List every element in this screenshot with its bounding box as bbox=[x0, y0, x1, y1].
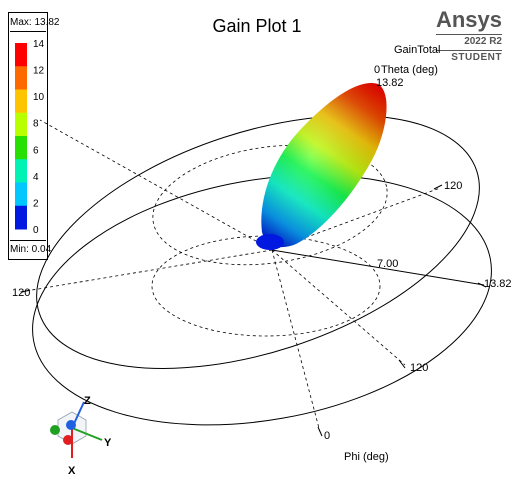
theta-zero-label: 0 bbox=[374, 64, 380, 76]
legend-swatch bbox=[15, 205, 27, 230]
triad-x-ball bbox=[63, 435, 73, 445]
legend-swatch bbox=[15, 66, 27, 90]
legend-tick-label: 4 bbox=[33, 172, 39, 183]
legend-tick-label: 10 bbox=[33, 92, 45, 103]
phi-120-bottom-label: 120 bbox=[410, 362, 428, 374]
outer-ring-back bbox=[36, 115, 480, 369]
lobe-shade bbox=[261, 82, 387, 248]
triad-y-ball bbox=[50, 425, 60, 435]
brand-edition: STUDENT bbox=[435, 50, 502, 64]
outer-ring-front bbox=[32, 174, 492, 426]
phi-zero-label: 0 bbox=[324, 430, 330, 442]
phi-120-right-label: 120 bbox=[444, 180, 462, 192]
legend-swatch bbox=[15, 112, 27, 137]
theta-axis-label: Theta (deg) bbox=[381, 64, 438, 76]
legend-scale: 14 12 10 8 6 4 2 0 bbox=[15, 39, 45, 236]
radius-mid-label: 7.00 bbox=[377, 258, 398, 270]
legend-max-label: Max: 13.82 bbox=[10, 14, 59, 32]
chart-title: Gain Plot 1 bbox=[212, 16, 302, 36]
legend-tick-label: 6 bbox=[33, 145, 39, 156]
triad-z-label: Z bbox=[84, 395, 91, 407]
legend-swatch bbox=[15, 159, 27, 183]
axis-triad[interactable]: Z Y X bbox=[50, 395, 112, 477]
brand-block: Ansys 2022 R2 STUDENT bbox=[435, 7, 502, 64]
legend-swatch bbox=[15, 136, 27, 160]
triad-y-label: Y bbox=[104, 437, 112, 449]
triad-z-ball bbox=[66, 420, 76, 430]
brand-version: 2022 R2 bbox=[435, 34, 502, 48]
legend-swatch bbox=[15, 43, 27, 67]
phi-axis-label: Phi (deg) bbox=[344, 451, 389, 463]
gaintotal-label: GainTotal bbox=[394, 44, 440, 56]
radius-max-right-label: 13.82 bbox=[484, 278, 512, 290]
legend-tick-label: 12 bbox=[33, 66, 45, 77]
radius-max-top-label: 13.82 bbox=[376, 77, 404, 89]
mid-ring-1 bbox=[152, 144, 388, 266]
brand-name: Ansys bbox=[435, 7, 502, 32]
legend-swatch bbox=[15, 182, 27, 207]
color-legend[interactable]: Max: 13.82 14 12 10 8 6 4 2 0 Min: 0.04 bbox=[8, 12, 59, 260]
mid-ring-2 bbox=[151, 235, 381, 337]
gain-lobe[interactable] bbox=[256, 82, 387, 250]
legend-tick-label: 14 bbox=[33, 39, 45, 50]
phi-120-left-label: 120 bbox=[12, 287, 30, 299]
legend-tick-label: 8 bbox=[33, 119, 39, 130]
radius-line bbox=[271, 249, 485, 286]
legend-min-label: Min: 0.04 bbox=[10, 240, 51, 258]
lobe-base bbox=[256, 234, 284, 250]
legend-swatch bbox=[15, 89, 27, 114]
legend-tick-label: 0 bbox=[33, 225, 39, 236]
triad-x-label: X bbox=[68, 465, 76, 477]
legend-tick-label: 2 bbox=[33, 198, 39, 209]
